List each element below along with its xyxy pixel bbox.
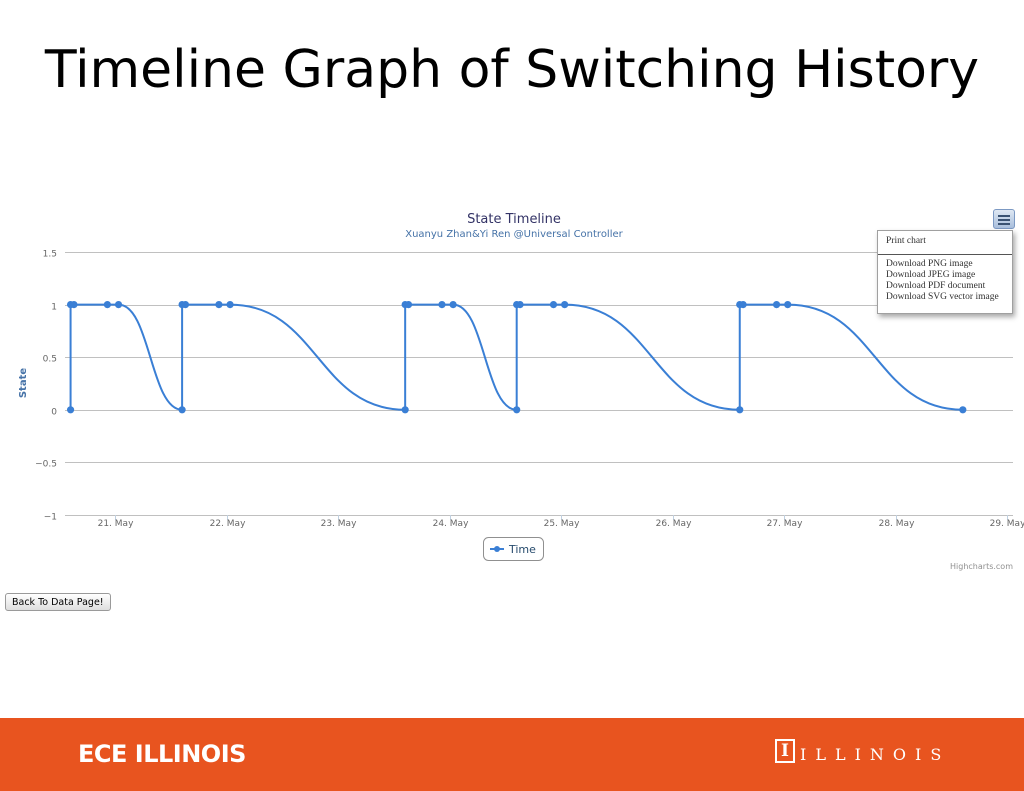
grid-lines (65, 252, 1013, 516)
y-tick-label: 0 (51, 408, 57, 418)
data-point-marker[interactable] (181, 301, 190, 309)
x-tick-label: 28. May (879, 519, 915, 529)
x-tick-label: 23. May (321, 519, 357, 529)
legend-label[interactable]: Time (508, 543, 536, 556)
chart-context-menu-button[interactable] (993, 209, 1015, 229)
data-point-marker[interactable] (959, 406, 967, 414)
data-point-marker[interactable] (226, 301, 234, 309)
axes: −1 −0.5 0 0.5 1 1.5 21. May 22. May 23. May 24. M… (35, 250, 1024, 530)
series-time (66, 301, 967, 414)
slide-title: Timeline Graph of Switching History (44, 40, 980, 100)
hamburger-menu-icon (994, 210, 1014, 228)
y-tick-label: −0.5 (35, 460, 57, 470)
data-point-marker[interactable] (784, 301, 792, 309)
state-timeline-chart: State Timeline Xuanyu Zhan&Yi Ren @Unive… (18, 212, 1024, 571)
back-to-data-page-button[interactable]: Back To Data Page! (5, 593, 111, 611)
x-tick-label: 22. May (210, 519, 246, 529)
x-tick-label: 21. May (98, 519, 134, 529)
data-point-marker[interactable] (401, 406, 409, 414)
chart-credits[interactable]: Highcharts.com (950, 562, 1013, 571)
data-point-marker[interactable] (114, 301, 123, 309)
data-point-marker[interactable] (103, 301, 111, 309)
data-point-marker[interactable] (513, 406, 521, 414)
x-tick-label: 24. May (433, 519, 469, 529)
data-point-marker[interactable] (561, 301, 569, 309)
footer-ece-illinois-text: ECE ILLINOIS (78, 740, 246, 768)
data-point-marker[interactable] (736, 406, 744, 414)
chart-title: State Timeline (467, 212, 561, 227)
menu-item-download-pdf[interactable]: Download PDF document (886, 281, 986, 291)
legend-symbol-marker (494, 546, 500, 552)
legend[interactable]: Time (483, 537, 544, 561)
x-tick-label: 27. May (767, 519, 803, 529)
x-tick-label: 26. May (656, 519, 692, 529)
y-tick-label: −1 (44, 513, 57, 523)
menu-item-download-png[interactable]: Download PNG image (886, 259, 973, 269)
data-point-marker[interactable] (178, 406, 186, 414)
illinois-block-i-logo-icon: I (775, 739, 795, 763)
data-point-marker[interactable] (215, 301, 223, 309)
x-tick-label: 25. May (544, 519, 580, 529)
y-tick-label: 1.5 (43, 250, 57, 260)
data-point-marker[interactable] (438, 301, 446, 309)
data-point-marker[interactable] (549, 301, 558, 309)
data-point-marker[interactable] (739, 301, 747, 309)
menu-item-download-jpeg[interactable]: Download JPEG image (886, 270, 976, 280)
y-tick-label: 0.5 (43, 355, 57, 365)
logo-letter: I (781, 740, 789, 761)
menu-item-download-svg[interactable]: Download SVG vector image (886, 292, 999, 302)
y-axis-title: State (18, 368, 29, 399)
footer-bar: ECE ILLINOIS I ILLINOIS (0, 718, 1024, 791)
data-point-marker[interactable] (70, 301, 78, 309)
menu-item-print-chart[interactable]: Print chart (886, 236, 926, 246)
data-point-marker[interactable] (772, 301, 781, 309)
y-tick-label: 1 (51, 303, 57, 313)
chart-export-menu: Print chart Download PNG image Download … (877, 230, 1013, 314)
data-point-marker[interactable] (404, 301, 413, 309)
data-point-marker[interactable] (449, 301, 457, 309)
menu-separator (878, 254, 1012, 255)
x-tick-label: 29. May (990, 519, 1024, 529)
data-point-marker[interactable] (66, 406, 75, 414)
chart-subtitle: Xuanyu Zhan&Yi Ren @Universal Controller (405, 229, 623, 240)
footer-illinois-wordmark: ILLINOIS (800, 745, 951, 764)
legend-box (483, 537, 544, 561)
data-point-marker[interactable] (516, 301, 524, 309)
